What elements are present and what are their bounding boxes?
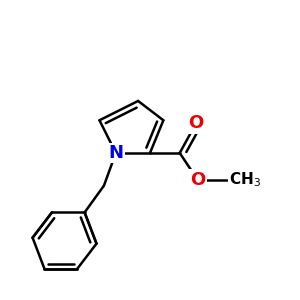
Text: O: O (188, 114, 204, 132)
Text: O: O (190, 171, 205, 189)
Text: CH$_3$: CH$_3$ (229, 170, 261, 189)
Text: N: N (108, 144, 123, 162)
